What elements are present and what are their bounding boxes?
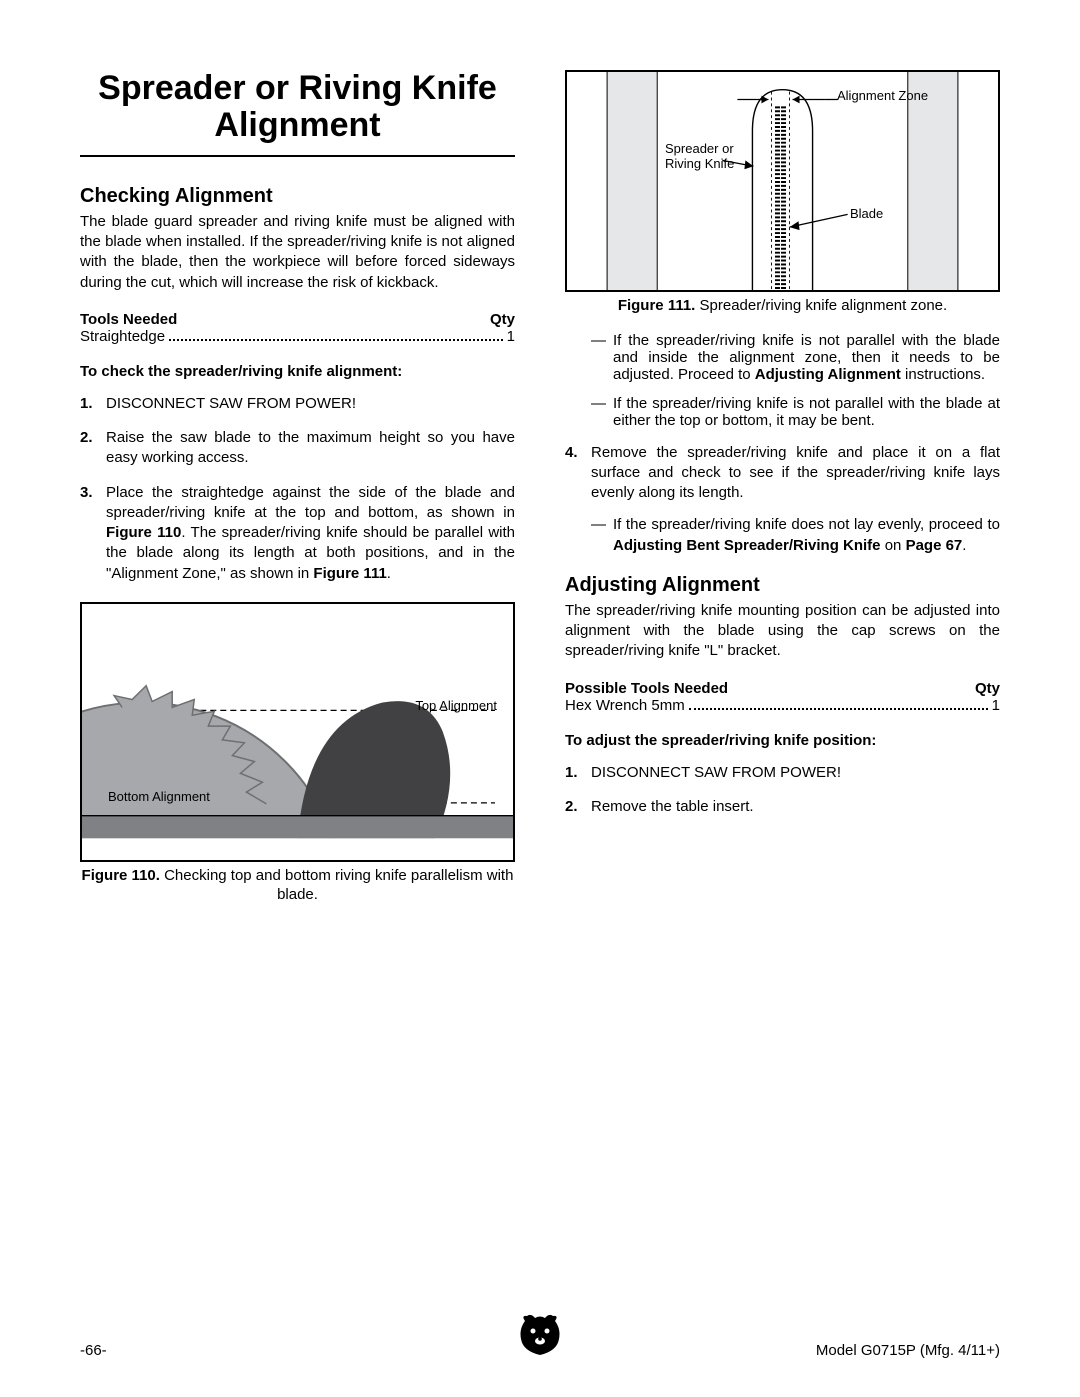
dots-leader: [169, 339, 503, 341]
tool-qty: 1: [507, 328, 515, 345]
fig110-bottom-label: Bottom Alignment: [108, 789, 210, 804]
page-footer: -66- Model G0715P (Mfg. 4/11+): [80, 1342, 1000, 1359]
dots-leader-2: [689, 708, 988, 710]
sub-4: — If the spreader/riving knife does not …: [591, 515, 1000, 556]
adjust-steps: 1. DISCONNECT SAW FROM POWER! 2. Remove …: [565, 763, 1000, 818]
astep-1: 1. DISCONNECT SAW FROM POWER!: [565, 763, 1000, 783]
section-checking: Checking Alignment: [80, 185, 515, 208]
tool-name: Straightedge: [80, 328, 165, 345]
adjust-heading: To adjust the spreader/riving knife posi…: [565, 732, 1000, 749]
step2-text: Raise the saw blade to the maximum heigh…: [106, 428, 515, 469]
model-label: Model G0715P (Mfg. 4/11+): [816, 1342, 1000, 1359]
page-title: Spreader or Riving Knife Alignment: [80, 70, 515, 145]
ptools-header: Possible Tools Needed Qty: [565, 680, 1000, 697]
step1-text: DISCONNECT SAW FROM POWER!: [106, 394, 515, 414]
title-divider: [80, 155, 515, 157]
tools-right: Qty: [490, 311, 515, 328]
ptool-row: Hex Wrench 5mm 1: [565, 697, 1000, 714]
fig111-spreader-label: Spreader or Riving Knife: [665, 142, 745, 172]
section-adjusting: Adjusting Alignment: [565, 574, 1000, 597]
tools-header: Tools Needed Qty: [80, 311, 515, 328]
tools-left: Tools Needed: [80, 311, 177, 328]
check-steps: 1. DISCONNECT SAW FROM POWER! 2. Raise t…: [80, 394, 515, 584]
step-3: 3. Place the straightedge against the si…: [80, 483, 515, 584]
fig111-blade-label: Blade: [850, 207, 883, 222]
ptool-qty: 1: [992, 697, 1000, 714]
step3-text: Place the straightedge against the side …: [106, 483, 515, 584]
bear-logo-icon: [515, 1309, 565, 1359]
sub-3b: — If the spreader/riving knife is not pa…: [591, 395, 1000, 429]
tool-row: Straightedge 1: [80, 328, 515, 345]
sub-3a: — If the spreader/riving knife is not pa…: [591, 332, 1000, 383]
figure-110: Top Alignment Bottom Alignment: [80, 602, 515, 862]
step-1: 1. DISCONNECT SAW FROM POWER!: [80, 394, 515, 414]
figure-111: Alignment Zone Spreader or Riving Knife …: [565, 70, 1000, 292]
ptools-left: Possible Tools Needed: [565, 680, 728, 697]
right-column: Alignment Zone Spreader or Riving Knife …: [565, 70, 1000, 921]
check-heading: To check the spreader/riving knife align…: [80, 363, 515, 380]
ptools-right: Qty: [975, 680, 1000, 697]
ptool-name: Hex Wrench 5mm: [565, 697, 685, 714]
fig111-zone-label: Alignment Zone: [837, 89, 928, 104]
checking-intro: The blade guard spreader and riving knif…: [80, 212, 515, 293]
step3-subs: — If the spreader/riving knife is not pa…: [565, 332, 1000, 429]
check-steps-cont: 4. Remove the spreader/riving knife and …: [565, 443, 1000, 556]
adjusting-intro: The spreader/riving knife mounting posit…: [565, 601, 1000, 662]
step-4: 4. Remove the spreader/riving knife and …: [565, 443, 1000, 556]
page-number: -66-: [80, 1342, 107, 1359]
fig110-caption: Figure 110. Checking top and bottom rivi…: [80, 866, 515, 905]
left-column: Spreader or Riving Knife Alignment Check…: [80, 70, 515, 921]
astep-2: 2. Remove the table insert.: [565, 797, 1000, 817]
fig110-top-label: Top Alignment: [415, 698, 497, 713]
fig111-caption: Figure 111. Spreader/riving knife alignm…: [565, 296, 1000, 316]
step-2: 2. Raise the saw blade to the maximum he…: [80, 428, 515, 469]
